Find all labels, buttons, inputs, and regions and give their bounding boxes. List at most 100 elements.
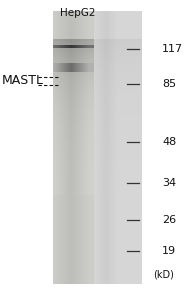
FancyBboxPatch shape	[102, 131, 126, 132]
FancyBboxPatch shape	[99, 116, 123, 117]
FancyBboxPatch shape	[103, 135, 127, 136]
FancyBboxPatch shape	[55, 174, 92, 175]
FancyBboxPatch shape	[108, 43, 131, 44]
FancyBboxPatch shape	[76, 156, 112, 157]
FancyBboxPatch shape	[96, 64, 120, 65]
FancyBboxPatch shape	[74, 40, 111, 41]
FancyBboxPatch shape	[118, 152, 142, 154]
FancyBboxPatch shape	[79, 142, 116, 143]
FancyBboxPatch shape	[101, 69, 125, 70]
FancyBboxPatch shape	[103, 92, 127, 93]
FancyBboxPatch shape	[97, 54, 121, 56]
FancyBboxPatch shape	[88, 100, 124, 101]
FancyBboxPatch shape	[55, 43, 92, 44]
FancyBboxPatch shape	[105, 11, 129, 284]
FancyBboxPatch shape	[77, 48, 114, 49]
FancyBboxPatch shape	[114, 191, 138, 192]
FancyBboxPatch shape	[84, 71, 121, 73]
FancyBboxPatch shape	[103, 64, 127, 65]
FancyBboxPatch shape	[88, 53, 124, 55]
FancyBboxPatch shape	[57, 89, 94, 91]
FancyBboxPatch shape	[60, 172, 97, 173]
FancyBboxPatch shape	[65, 50, 102, 52]
FancyBboxPatch shape	[54, 167, 91, 169]
FancyBboxPatch shape	[116, 161, 140, 162]
FancyBboxPatch shape	[76, 136, 113, 137]
FancyBboxPatch shape	[59, 181, 96, 182]
FancyBboxPatch shape	[117, 192, 141, 194]
FancyBboxPatch shape	[77, 117, 113, 119]
FancyBboxPatch shape	[109, 188, 133, 190]
FancyBboxPatch shape	[109, 87, 133, 88]
FancyBboxPatch shape	[117, 134, 141, 136]
FancyBboxPatch shape	[96, 169, 120, 170]
FancyBboxPatch shape	[102, 102, 125, 103]
FancyBboxPatch shape	[82, 104, 119, 105]
FancyBboxPatch shape	[111, 112, 135, 113]
FancyBboxPatch shape	[108, 103, 132, 104]
FancyBboxPatch shape	[56, 180, 93, 181]
FancyBboxPatch shape	[79, 117, 116, 119]
FancyBboxPatch shape	[103, 122, 127, 123]
FancyBboxPatch shape	[56, 88, 93, 90]
FancyBboxPatch shape	[117, 98, 141, 99]
FancyBboxPatch shape	[71, 138, 108, 139]
FancyBboxPatch shape	[114, 96, 138, 98]
FancyBboxPatch shape	[96, 188, 120, 189]
FancyBboxPatch shape	[117, 85, 141, 86]
FancyBboxPatch shape	[108, 83, 131, 84]
FancyBboxPatch shape	[58, 56, 95, 58]
FancyBboxPatch shape	[101, 96, 125, 98]
FancyBboxPatch shape	[57, 169, 94, 170]
FancyBboxPatch shape	[89, 63, 126, 64]
FancyBboxPatch shape	[116, 141, 140, 142]
FancyBboxPatch shape	[107, 93, 131, 94]
FancyBboxPatch shape	[76, 180, 113, 181]
FancyBboxPatch shape	[106, 76, 130, 77]
FancyBboxPatch shape	[73, 152, 110, 153]
FancyBboxPatch shape	[81, 164, 118, 165]
FancyBboxPatch shape	[99, 45, 123, 46]
FancyBboxPatch shape	[61, 51, 98, 52]
FancyBboxPatch shape	[110, 74, 134, 76]
FancyBboxPatch shape	[74, 66, 111, 67]
FancyBboxPatch shape	[113, 110, 137, 111]
FancyBboxPatch shape	[110, 40, 134, 41]
FancyBboxPatch shape	[99, 81, 123, 82]
FancyBboxPatch shape	[99, 111, 123, 112]
FancyBboxPatch shape	[70, 145, 107, 146]
FancyBboxPatch shape	[70, 149, 107, 151]
FancyBboxPatch shape	[94, 167, 118, 169]
FancyBboxPatch shape	[83, 83, 120, 84]
FancyBboxPatch shape	[79, 191, 116, 192]
FancyBboxPatch shape	[53, 153, 90, 154]
FancyBboxPatch shape	[107, 43, 131, 44]
FancyBboxPatch shape	[103, 194, 127, 195]
FancyBboxPatch shape	[71, 39, 108, 41]
FancyBboxPatch shape	[94, 160, 118, 161]
FancyBboxPatch shape	[65, 121, 102, 122]
FancyBboxPatch shape	[65, 160, 102, 161]
FancyBboxPatch shape	[108, 187, 132, 188]
FancyBboxPatch shape	[102, 72, 125, 73]
FancyBboxPatch shape	[112, 73, 136, 74]
FancyBboxPatch shape	[115, 113, 139, 114]
FancyBboxPatch shape	[105, 111, 129, 112]
FancyBboxPatch shape	[101, 170, 125, 172]
FancyBboxPatch shape	[63, 118, 100, 119]
FancyBboxPatch shape	[69, 169, 105, 170]
FancyBboxPatch shape	[111, 164, 135, 165]
FancyBboxPatch shape	[82, 146, 118, 147]
FancyBboxPatch shape	[97, 121, 121, 122]
FancyBboxPatch shape	[96, 125, 120, 126]
FancyBboxPatch shape	[110, 161, 134, 162]
FancyBboxPatch shape	[108, 95, 132, 96]
FancyBboxPatch shape	[61, 56, 98, 58]
FancyBboxPatch shape	[96, 122, 120, 123]
FancyBboxPatch shape	[65, 168, 102, 169]
FancyBboxPatch shape	[105, 57, 129, 59]
FancyBboxPatch shape	[95, 82, 119, 83]
FancyBboxPatch shape	[85, 50, 122, 52]
FancyBboxPatch shape	[56, 185, 93, 186]
FancyBboxPatch shape	[94, 56, 118, 58]
